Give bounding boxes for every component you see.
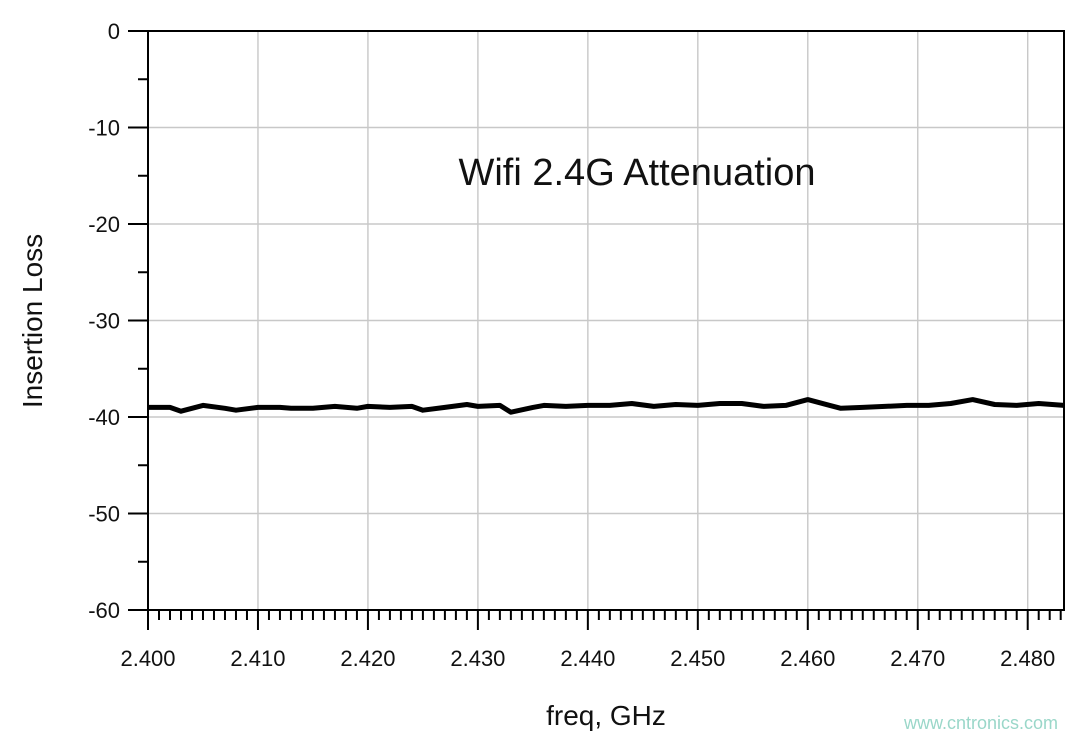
x-tick-label: 2.470 <box>890 646 945 671</box>
minor-ticks <box>138 78 1062 620</box>
y-tick-label: -10 <box>88 116 120 141</box>
chart-annotation: Wifi 2.4G Attenuation <box>459 152 816 194</box>
watermark: www.cntronics.com <box>903 713 1058 733</box>
y-axis-title: Insertion Loss <box>17 234 48 408</box>
y-tick-label: -30 <box>88 309 120 334</box>
x-tick-label: 2.430 <box>450 646 505 671</box>
grid <box>147 30 1064 611</box>
y-tick-label: -50 <box>88 502 120 527</box>
y-tick-label: -60 <box>88 598 120 623</box>
x-axis-ticks: 2.400 2.410 2.420 2.430 2.440 2.450 2.460 2.470… <box>120 610 1055 671</box>
x-tick-label: 2.410 <box>230 646 285 671</box>
x-tick-label: 2.450 <box>670 646 725 671</box>
y-tick-label: 0 <box>108 19 120 44</box>
x-tick-label: 2.460 <box>780 646 835 671</box>
x-tick-label: 2.420 <box>340 646 395 671</box>
x-tick-label: 2.440 <box>560 646 615 671</box>
insertion-loss-series-line <box>148 397 1065 415</box>
x-axis-title: freq, GHz <box>546 700 666 731</box>
x-tick-label: 2.480 <box>1000 646 1055 671</box>
y-tick-label: -40 <box>88 405 120 430</box>
x-tick-label: 2.400 <box>120 646 175 671</box>
y-tick-label: -20 <box>88 212 120 237</box>
y-axis-ticks: 0 -10 -20 -30 -40 -50 -60 <box>88 19 148 623</box>
